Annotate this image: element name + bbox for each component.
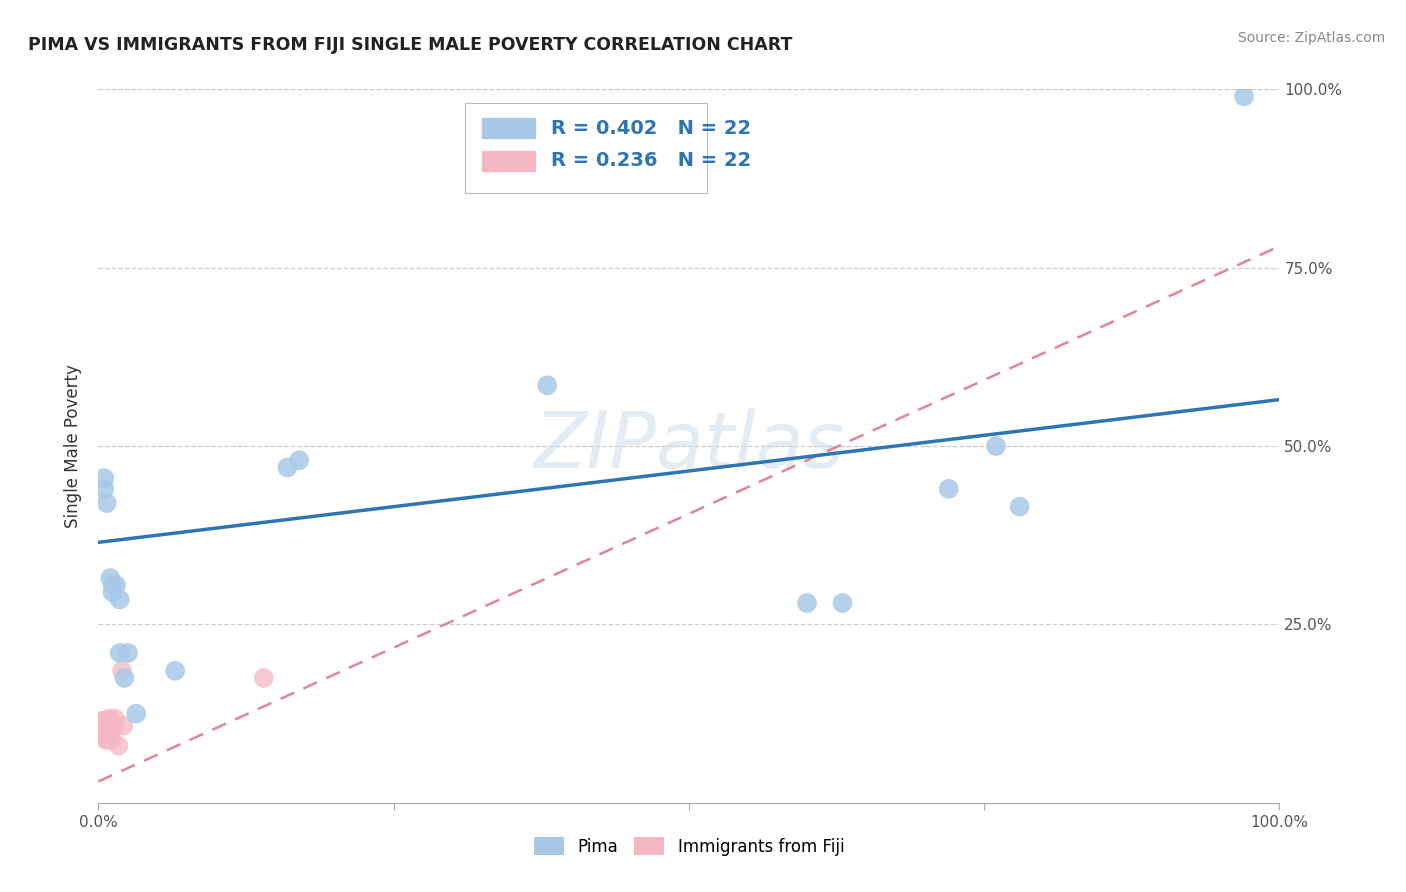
Point [125,706,148,721]
Text: PIMA VS IMMIGRANTS FROM FIJI SINGLE MALE POVERTY CORRELATION CHART: PIMA VS IMMIGRANTS FROM FIJI SINGLE MALE… [28,36,793,54]
Point [288,453,311,467]
Point [938,482,960,496]
Point [96,496,118,510]
Point [94,721,117,735]
Point [101,585,124,599]
Point [100,733,122,747]
Point [536,378,558,392]
Point [112,671,135,685]
Point [91,721,114,735]
Bar [482,119,536,138]
Point [104,712,127,726]
Point [93,471,115,485]
Point [96,731,118,746]
Point [91,719,114,733]
Point [91,728,114,742]
Point [104,719,127,733]
Point [93,482,115,496]
Point [796,596,818,610]
Point [94,726,117,740]
FancyBboxPatch shape [464,103,707,193]
Y-axis label: Single Male Poverty: Single Male Poverty [65,364,83,528]
Point [107,739,129,753]
Point [112,719,135,733]
Point [108,592,131,607]
Point [831,596,853,610]
Point [97,726,120,740]
Point [94,733,117,747]
Point [1008,500,1031,514]
Point [98,726,121,740]
Bar [482,151,536,170]
Point [105,578,128,592]
Point [93,721,115,735]
Point [108,646,131,660]
Point [101,578,124,592]
Point [253,671,276,685]
Text: R = 0.402   N = 22: R = 0.402 N = 22 [551,119,751,138]
Point [98,712,121,726]
Text: R = 0.236   N = 22: R = 0.236 N = 22 [551,151,751,170]
Point [91,728,114,742]
Point [97,719,120,733]
Text: ZIPatlas: ZIPatlas [533,408,845,484]
Point [111,664,134,678]
Point [117,646,139,660]
Point [98,571,121,585]
Point [91,714,114,728]
Point [1233,89,1256,103]
Point [276,460,298,475]
Point [984,439,1007,453]
Legend: Pima, Immigrants from Fiji: Pima, Immigrants from Fiji [527,830,851,863]
Point [93,714,115,728]
Point [165,664,187,678]
Text: Source: ZipAtlas.com: Source: ZipAtlas.com [1237,31,1385,45]
